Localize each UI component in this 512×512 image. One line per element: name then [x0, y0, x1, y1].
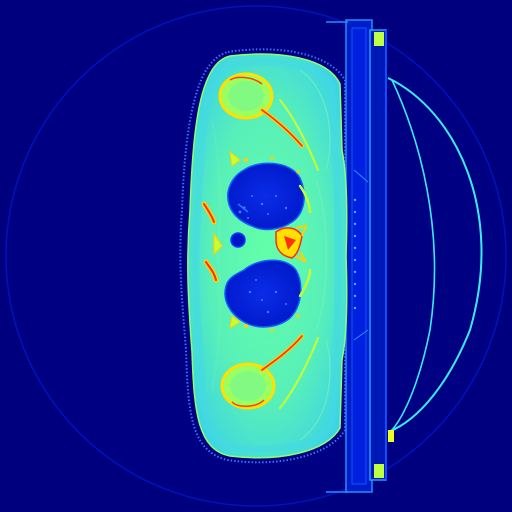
lung-lower: [224, 259, 302, 328]
clavicles: [260, 99, 319, 409]
table-dots: [353, 198, 357, 310]
bone-fragments: [244, 156, 300, 332]
humerus-lower: [220, 362, 276, 410]
vertebra: [275, 224, 308, 263]
muscle-contours: [299, 69, 331, 441]
body-tissue: [187, 53, 348, 459]
pleural-line: [237, 203, 249, 213]
tissue-texture: [211, 119, 221, 391]
immobilizer-shell: [387, 77, 483, 433]
skin-outline: [179, 48, 346, 464]
lung-upper: [227, 162, 305, 231]
fat-layer: [192, 58, 342, 453]
couch-table: [326, 19, 394, 493]
trachea: [230, 232, 246, 248]
humerus-upper: [218, 72, 274, 120]
sternum-ribs: [201, 150, 312, 329]
fov-ring: [5, 5, 507, 507]
